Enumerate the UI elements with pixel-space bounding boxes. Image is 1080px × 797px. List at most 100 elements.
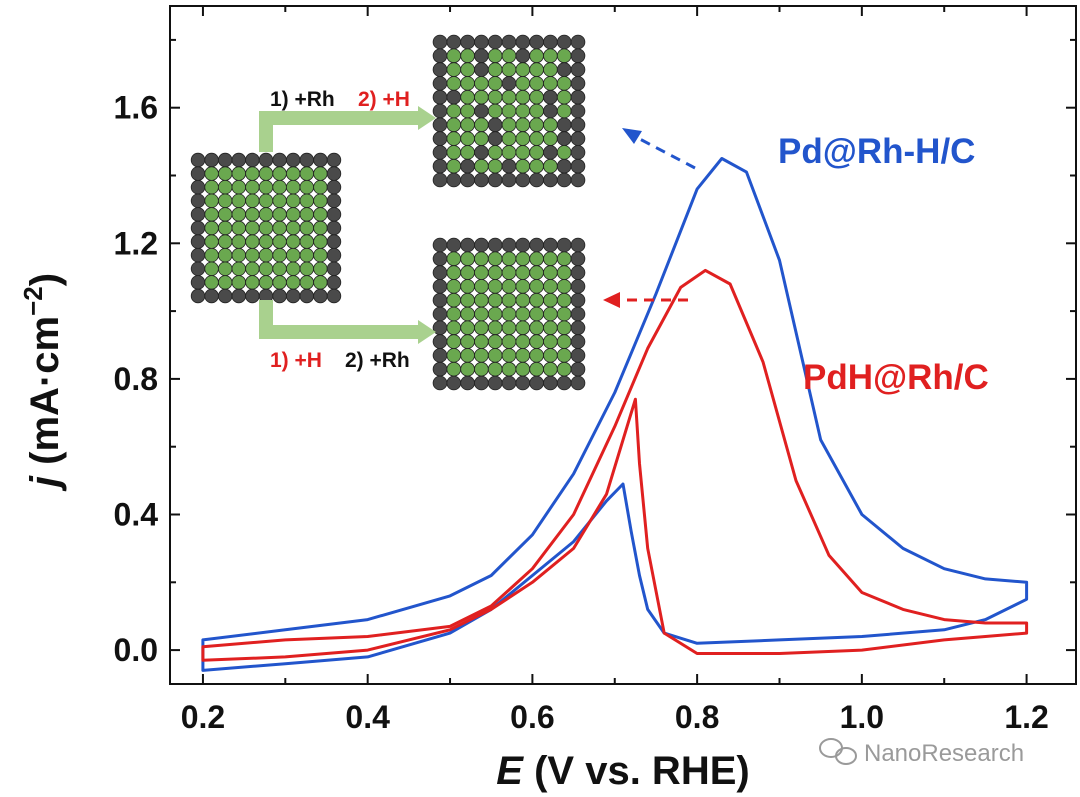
pd-atom xyxy=(501,279,517,294)
pd-atom xyxy=(272,247,287,263)
pd-atom xyxy=(515,361,531,377)
rh-atom xyxy=(326,193,342,209)
pd-atom xyxy=(556,76,572,91)
pd-atom xyxy=(487,158,503,174)
series-line-pd-rh-h xyxy=(201,157,1029,672)
rh-atom xyxy=(326,275,342,290)
pd-atom xyxy=(460,76,475,91)
pd-atom xyxy=(515,251,531,267)
pd-atom xyxy=(515,279,531,294)
rh-atom xyxy=(570,306,586,322)
pd-atom xyxy=(474,117,489,133)
top-route-step1: 1) +Rh xyxy=(270,88,335,111)
pd-atom xyxy=(204,166,219,181)
pd-atom xyxy=(204,261,219,277)
pd-atom xyxy=(501,306,517,322)
pd-atom xyxy=(474,306,489,322)
rh-atom xyxy=(543,237,558,253)
rh-atom xyxy=(570,348,586,363)
pd-atom xyxy=(529,103,544,119)
pd-atom xyxy=(529,145,544,160)
pd-atom xyxy=(299,234,315,249)
axis-ticks xyxy=(170,6,1076,684)
rh-atom xyxy=(570,334,586,349)
rh-atom xyxy=(217,152,233,168)
pd-atom xyxy=(286,275,301,290)
pd-atom xyxy=(501,117,517,133)
rh-atom xyxy=(217,288,233,304)
pd-atom xyxy=(231,247,247,263)
rh-atom xyxy=(501,172,517,188)
rh-defect-atom xyxy=(501,158,517,174)
pd-atom xyxy=(543,361,558,377)
pd-atom xyxy=(487,48,503,64)
rh-atom xyxy=(190,261,206,277)
pd-atom xyxy=(446,334,462,349)
pd-atom xyxy=(258,166,274,181)
rh-atom xyxy=(556,34,572,50)
pd-atom xyxy=(487,76,503,91)
pd-atom xyxy=(474,251,489,267)
pd-atom xyxy=(487,334,503,349)
rh-atom xyxy=(432,237,448,253)
pd-atom xyxy=(460,131,475,146)
pd-atom xyxy=(299,193,315,209)
bottom-route-arrowhead xyxy=(418,320,436,344)
pd-atom xyxy=(529,334,544,349)
pd-atom xyxy=(286,247,301,263)
pd-atom xyxy=(529,251,544,267)
pd-atom xyxy=(446,103,462,119)
pd-atom xyxy=(515,265,531,280)
rh-defect-atom xyxy=(543,89,558,105)
pd-atom xyxy=(556,89,572,105)
pd-atom xyxy=(515,334,531,349)
pd-atom xyxy=(272,193,287,209)
series-line-pdh-rh xyxy=(201,268,1029,662)
pd-atom xyxy=(204,193,219,209)
y-tick-label: 0.4 xyxy=(114,497,159,533)
pd-atom xyxy=(556,145,572,160)
pd-atom xyxy=(487,292,503,308)
pd-atom xyxy=(245,179,260,195)
pd-atom xyxy=(529,320,544,336)
pd-atom xyxy=(487,89,503,105)
pd-atom xyxy=(272,234,287,249)
rh-atom xyxy=(231,288,247,304)
rh-atom xyxy=(432,48,448,64)
rh-atom xyxy=(190,152,206,168)
pd-atom xyxy=(474,131,489,146)
pd-atom xyxy=(245,207,260,222)
pd-atom xyxy=(460,348,475,363)
rh-atom xyxy=(190,179,206,195)
rh-defect-atom xyxy=(460,158,475,174)
rh-atom xyxy=(258,152,274,168)
rh-atom xyxy=(190,207,206,222)
pd-atom xyxy=(529,131,544,146)
pd-atom xyxy=(272,261,287,277)
rh-atom xyxy=(474,172,489,188)
pd-atom xyxy=(231,166,247,181)
rh-atom xyxy=(432,34,448,50)
pd-atom xyxy=(313,261,328,277)
pd-atom xyxy=(556,279,572,294)
blue-dashed-arrow xyxy=(622,128,696,170)
y-tick-label: 1.6 xyxy=(114,90,158,126)
pd-atom xyxy=(299,179,315,195)
pd-atom xyxy=(313,166,328,181)
pd-atom xyxy=(556,103,572,119)
pd-atom xyxy=(460,48,475,64)
pd-atom xyxy=(231,207,247,222)
pd-atom xyxy=(446,265,462,280)
y-tick-labels: 0.0 0.4 0.8 1.2 1.6 xyxy=(114,90,159,668)
rh-atom xyxy=(570,251,586,267)
x-axis-label: E (V vs. RHE) xyxy=(496,749,749,793)
rh-atom xyxy=(432,292,448,308)
rh-atom xyxy=(570,145,586,160)
rh-atom xyxy=(570,237,586,253)
pd-atom xyxy=(487,251,503,267)
pd-atom xyxy=(515,62,531,77)
rh-atom xyxy=(515,375,531,391)
pd-atom xyxy=(313,220,328,236)
pd-atom xyxy=(258,179,274,195)
pd-atom xyxy=(515,76,531,91)
